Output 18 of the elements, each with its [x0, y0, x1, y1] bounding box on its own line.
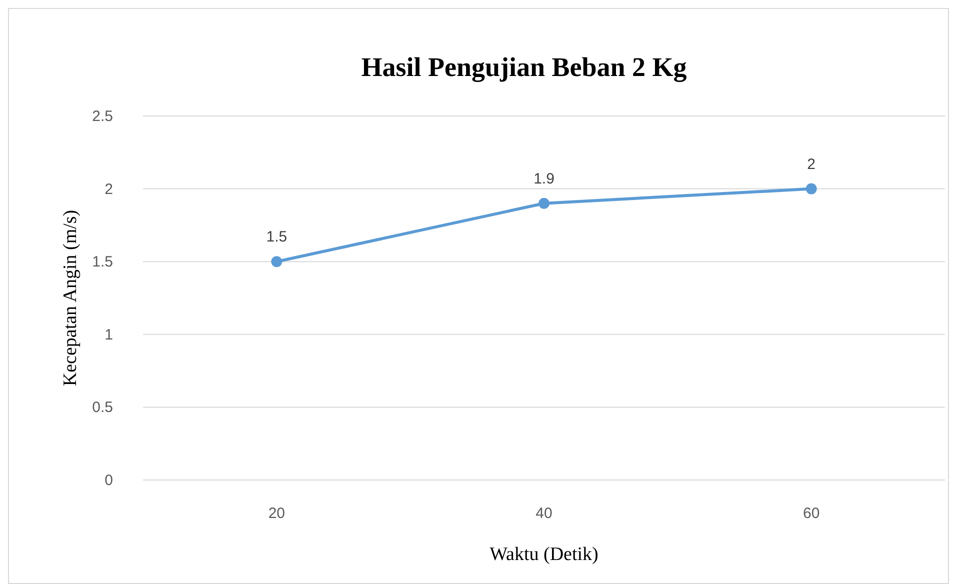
y-tick-label: 1 — [104, 326, 113, 344]
y-tick-label: 2 — [104, 180, 113, 198]
y-tick-label: 2.5 — [92, 108, 113, 125]
point — [271, 256, 282, 268]
x-tick-label: 40 — [536, 505, 552, 522]
x-axis-title: Waktu (Detik) — [490, 544, 598, 565]
point — [538, 198, 550, 209]
data-label: 1.9 — [534, 170, 554, 188]
data-label: 2 — [807, 156, 816, 173]
point — [806, 183, 817, 194]
y-axis-title: Kecepatan Angin (m/s) — [60, 210, 81, 386]
y-tick-label: 0.5 — [92, 399, 113, 416]
y-tick-label: 0 — [104, 472, 113, 489]
chart-title: Hasil Pengujian Beban 2 Kg — [361, 52, 688, 82]
data-label: 1.5 — [266, 228, 288, 246]
y-tick-label: 1.5 — [92, 254, 113, 271]
x-tick-label: 20 — [268, 505, 286, 522]
x-tick-label: 60 — [802, 505, 820, 522]
